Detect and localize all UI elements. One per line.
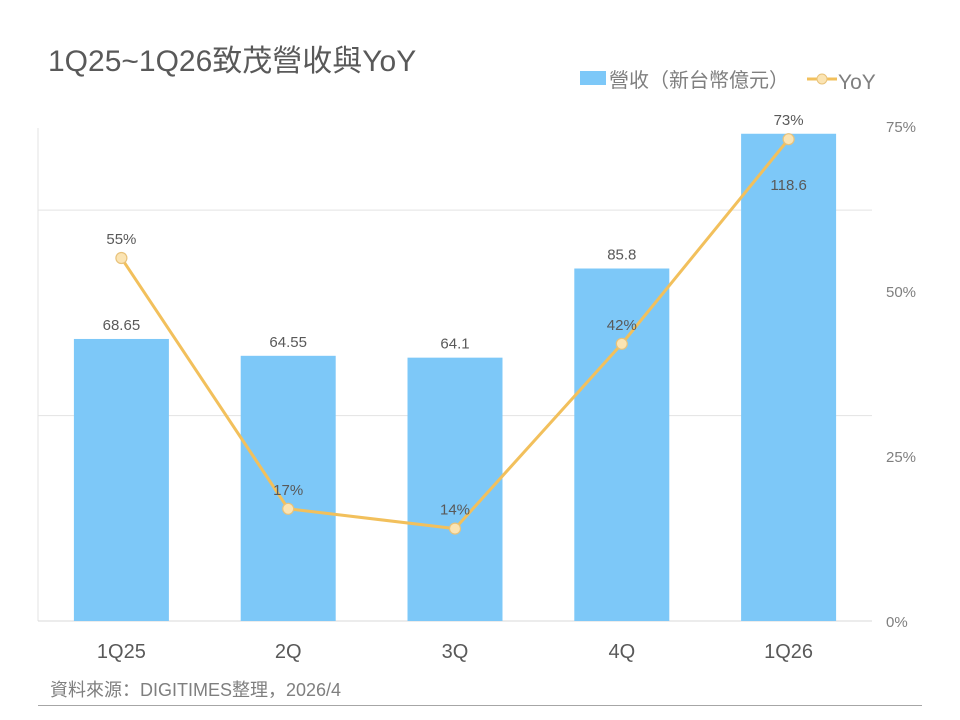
x-tick-label: 3Q	[442, 641, 469, 663]
yoy-data-label: 55%	[106, 231, 136, 248]
yoy-point	[448, 522, 462, 535]
yoy-data-label: 73%	[774, 112, 804, 129]
legend-label-revenue: 營收（新台幣億元）	[609, 69, 789, 92]
yoy-point	[615, 337, 628, 350]
bar	[741, 133, 837, 622]
right-tick-label: 25%	[886, 449, 916, 466]
chart-title: 1Q25~1Q26致茂營收與YoY	[48, 45, 417, 78]
yoy-point	[115, 251, 128, 265]
yoy-data-label: 42%	[607, 317, 637, 334]
bar-data-label: 64.55	[269, 334, 307, 351]
x-tick-label: 4Q	[608, 641, 635, 663]
legend-bar-swatch	[580, 71, 606, 85]
yoy-point	[782, 133, 795, 146]
bar-data-label: 118.6	[770, 177, 806, 194]
footer-divider	[38, 705, 922, 706]
bar	[240, 355, 336, 621]
legend-point-swatch	[816, 73, 828, 85]
legend-label-yoy: YoY	[838, 71, 876, 94]
yoy-data-label: 17%	[273, 482, 303, 499]
yoy-data-label: 14%	[440, 502, 470, 519]
bar	[407, 357, 503, 621]
bar	[73, 338, 169, 621]
right-tick-label: 50%	[886, 284, 916, 301]
bar-data-label: 85.8	[607, 247, 636, 264]
right-tick-label: 75%	[886, 119, 916, 136]
source-note: 資料來源：DIGITIMES整理，2026/4	[50, 680, 342, 700]
x-tick-label: 1Q25	[97, 641, 146, 663]
x-tick-label: 2Q	[275, 641, 302, 663]
bar-data-label: 68.65	[103, 317, 141, 334]
bar	[574, 268, 670, 621]
x-tick-label: 1Q26	[764, 641, 813, 663]
right-tick-label: 0%	[886, 614, 908, 631]
bar-data-label: 64.1	[440, 336, 469, 353]
yoy-point	[282, 502, 295, 515]
